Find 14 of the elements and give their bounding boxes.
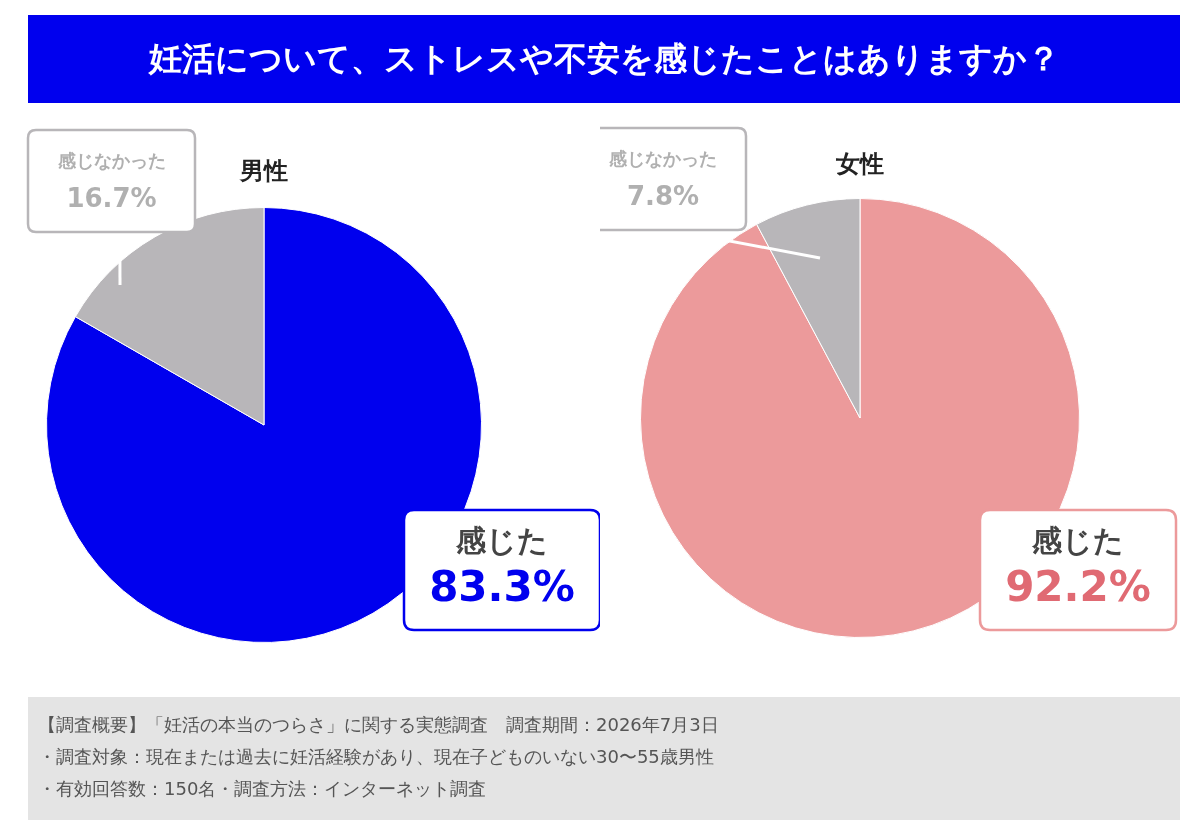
data-label: 92.2% — [1005, 561, 1151, 611]
chart-title: 男性 — [239, 157, 288, 186]
slice-label: 感じた — [1031, 522, 1124, 558]
data-label: 83.3% — [429, 561, 575, 611]
text: ・有効回答数：150名・調査方法：インターネット調査 — [38, 777, 488, 801]
data-label: 16.7% — [66, 182, 157, 213]
chart-title: 女性 — [835, 150, 884, 179]
slice-label: 感じなかった — [56, 149, 166, 171]
text: 【調査概要】「妊活の本当のつらさ」に関する実態調査 調査期間：2026年7月3日 — [38, 713, 720, 737]
data-label: 7.8% — [626, 180, 700, 211]
text: 妊活について、ストレスや不安を感じたことはありますか？ — [148, 37, 1060, 80]
slice-label: 感じなかった — [608, 147, 717, 169]
slice-label: 感じた — [455, 522, 548, 558]
text: ・調査対象：現在または過去に妊活経験があり、現在子どものいない30〜55歳男性 — [38, 745, 715, 769]
